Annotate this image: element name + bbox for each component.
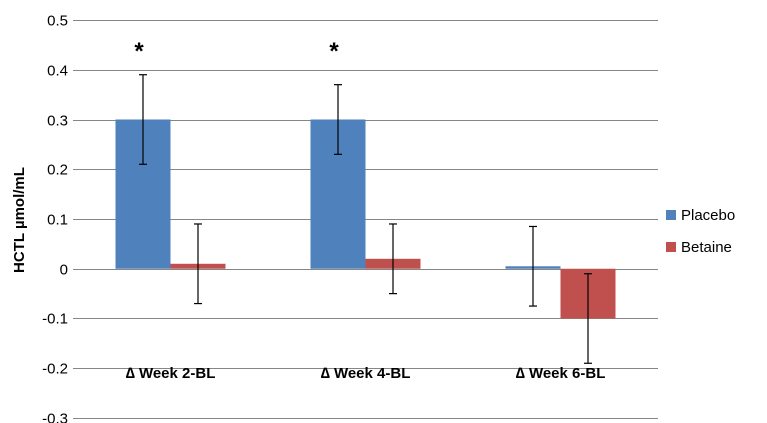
y-tick-label: -0.3	[42, 411, 68, 423]
y-tick-label: 0.4	[47, 63, 68, 80]
category-label: ∆ Week 2-BL	[126, 365, 216, 382]
y-tick-label: -0.1	[42, 311, 68, 328]
legend-label-placebo: Placebo	[681, 207, 735, 224]
category-label: ∆ Week 6-BL	[516, 365, 606, 382]
annotations: * *	[134, 38, 339, 65]
category-label: ∆ Week 4-BL	[321, 365, 411, 382]
significance-asterisk: *	[329, 38, 339, 65]
legend-swatch-placebo	[666, 210, 676, 220]
y-tick-label: -0.2	[42, 361, 68, 378]
legend: Placebo Betaine	[666, 207, 735, 256]
legend-swatch-betaine	[666, 242, 676, 252]
y-tick-label: 0.1	[47, 212, 68, 229]
y-tick-label: 0.5	[47, 13, 68, 30]
y-tick-label: 0.3	[47, 113, 68, 130]
y-axis-title: HCTL µmol/mL	[11, 167, 28, 273]
y-tick-label: 0.2	[47, 162, 68, 179]
y-tick-labels: -0.3 -0.2 -0.1 0 0.1 0.2 0.3 0.4 0.5	[42, 13, 68, 423]
significance-asterisk: *	[134, 38, 144, 65]
category-labels: ∆ Week 2-BL ∆ Week 4-BL ∆ Week 6-BL	[126, 365, 606, 382]
y-tick-label: 0	[60, 262, 68, 279]
legend-label-betaine: Betaine	[681, 239, 732, 256]
